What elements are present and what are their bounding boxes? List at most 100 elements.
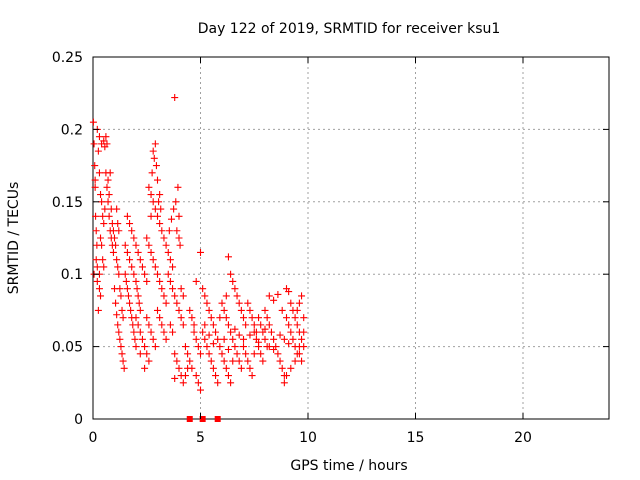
data-point	[92, 227, 100, 235]
data-point	[157, 205, 165, 213]
data-point	[102, 133, 110, 141]
data-point	[246, 364, 254, 372]
data-point	[143, 314, 151, 322]
data-point	[179, 321, 187, 329]
data-point	[214, 335, 222, 343]
data-point	[147, 212, 155, 220]
data-point	[176, 241, 184, 249]
data-point	[227, 328, 235, 336]
data-point	[300, 328, 308, 336]
data-point	[151, 343, 159, 351]
y-tick-label: 0.25	[52, 50, 83, 66]
data-point	[143, 277, 151, 285]
data-point	[227, 379, 235, 387]
data-point	[233, 350, 241, 358]
data-point	[170, 205, 178, 213]
data-point	[156, 277, 164, 285]
data-point	[136, 256, 144, 264]
data-point	[113, 311, 121, 319]
data-point	[298, 335, 306, 343]
data-point	[283, 314, 290, 322]
data-point	[255, 314, 263, 322]
data-point	[143, 350, 151, 358]
data-point	[283, 372, 290, 380]
data-point	[278, 364, 286, 372]
data-point	[207, 357, 215, 365]
data-point	[192, 372, 200, 380]
data-point	[270, 345, 278, 353]
data-point	[141, 364, 149, 372]
data-point	[95, 169, 103, 177]
data-point	[285, 340, 293, 348]
data-point	[252, 328, 260, 336]
data-point	[295, 299, 303, 307]
data-point	[179, 379, 187, 387]
data-point	[274, 290, 282, 298]
data-point	[114, 220, 122, 228]
data-point	[220, 357, 228, 365]
data-point	[149, 335, 157, 343]
data-point	[145, 321, 153, 329]
data-point	[132, 343, 140, 351]
data-point	[160, 234, 168, 242]
data-point	[156, 220, 164, 228]
data-point	[158, 321, 166, 329]
data-point	[97, 292, 105, 300]
data-point	[190, 321, 198, 329]
data-point	[177, 285, 185, 293]
data-point	[101, 143, 109, 151]
data-point	[298, 357, 306, 365]
data-point	[132, 241, 140, 249]
data-point	[265, 321, 273, 329]
data-point	[119, 357, 127, 365]
data-point	[209, 364, 217, 372]
data-point	[237, 364, 245, 372]
data-point	[166, 321, 174, 329]
data-point	[201, 321, 209, 329]
data-point	[147, 328, 155, 336]
data-point	[119, 314, 127, 322]
data-point	[162, 299, 170, 307]
data-point	[224, 321, 232, 329]
data-point	[201, 292, 209, 300]
x-tick-label: 5	[196, 430, 205, 446]
grid-lines	[93, 57, 609, 419]
data-point	[141, 343, 149, 351]
data-point	[207, 314, 215, 322]
data-point	[278, 306, 286, 314]
data-point	[115, 270, 123, 278]
data-point	[171, 292, 179, 300]
data-point	[197, 386, 204, 394]
x-tick-label: 0	[89, 430, 98, 446]
data-point	[166, 256, 174, 264]
data-point	[118, 350, 126, 358]
axis-ticks: 0 5 10 15 20 0 0.05 0.1 0.15 0.2 0.25	[52, 50, 609, 446]
data-point	[209, 340, 217, 348]
data-point	[130, 270, 138, 278]
y-axis-label: SRMTID / TECUs	[6, 182, 22, 295]
data-point	[138, 263, 146, 271]
data-point	[141, 270, 149, 278]
data-point	[222, 292, 230, 300]
data-point	[197, 350, 204, 358]
data-point	[124, 292, 132, 300]
data-point	[166, 277, 174, 285]
data-point	[148, 169, 156, 177]
data-point	[100, 263, 108, 271]
data-point	[240, 335, 247, 343]
data-point	[104, 176, 112, 184]
data-point	[224, 372, 232, 380]
data-point	[97, 191, 105, 199]
data-point	[192, 277, 200, 285]
data-point	[167, 215, 175, 223]
data-point	[130, 234, 138, 242]
data-point	[246, 306, 254, 314]
data-point	[224, 253, 232, 261]
data-point	[280, 379, 288, 387]
data-point	[131, 335, 139, 343]
data-point	[261, 325, 269, 333]
data-point	[250, 350, 258, 358]
data-point	[248, 314, 256, 322]
data-point	[205, 331, 213, 339]
data-point	[270, 335, 278, 343]
